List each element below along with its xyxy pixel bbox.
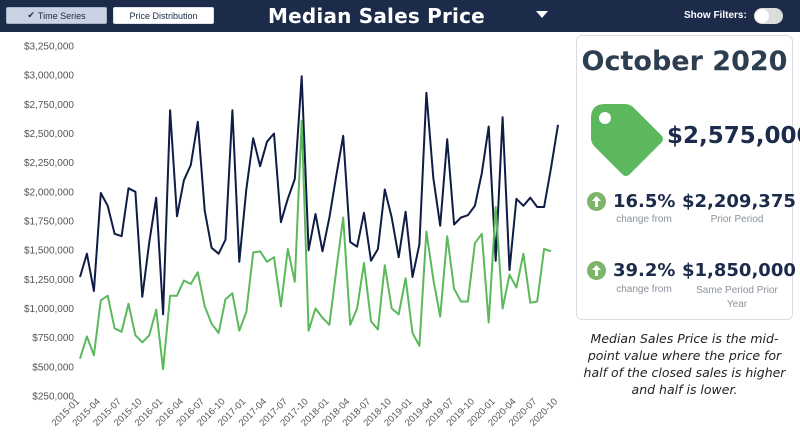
same-period-pct: 39.2% [613, 260, 676, 281]
show-filters-toggle[interactable] [754, 8, 783, 24]
y-tick-label: $500,000 [32, 362, 74, 373]
kpi-main-value: $2,575,000 [667, 123, 800, 149]
y-tick-label: $2,000,000 [24, 187, 74, 198]
y-tick-label: $1,500,000 [24, 246, 74, 257]
y-tick-label: $2,250,000 [24, 158, 74, 169]
kpi-panel: October 2020 $2,575,000 16.5% change fro… [576, 35, 800, 320]
chevron-down-icon[interactable] [536, 11, 548, 18]
tab-price-distribution[interactable]: Price Distribution [113, 7, 214, 24]
y-tick-label: $1,250,000 [24, 275, 74, 286]
y-tick-label: $3,250,000 [24, 42, 74, 53]
y-tick-label: $250,000 [32, 392, 74, 403]
y-tick-label: $2,500,000 [24, 129, 74, 140]
same-period-value: $1,850,000 [682, 260, 796, 281]
prior-period-pct: 16.5% [613, 191, 676, 212]
series-line-green [79, 119, 552, 371]
tab-price-distribution-label: Price Distribution [129, 10, 198, 21]
y-tick-label: $1,000,000 [24, 304, 74, 315]
y-tick-label: $3,000,000 [24, 71, 74, 82]
y-tick-label: $2,750,000 [24, 100, 74, 111]
prior-period-change-label: change from [616, 214, 672, 225]
tab-time-series-label: Time Series [37, 10, 86, 21]
show-filters-label: Show Filters: [684, 10, 747, 21]
y-tick-label: $1,750,000 [24, 217, 74, 228]
same-period-label: Same Period Prior Year [696, 285, 778, 310]
y-tick-label: $750,000 [32, 333, 74, 344]
same-period-change-label: change from [616, 284, 672, 295]
arrow-up-icon [587, 261, 606, 280]
prior-period-value: $2,209,375 [682, 191, 796, 212]
page-title: Median Sales Price [268, 4, 485, 28]
series-line-navy [79, 75, 559, 316]
tab-time-series[interactable]: ✔ Time Series [6, 7, 107, 24]
check-icon: ✔ [27, 10, 35, 20]
kpi-period: October 2020 [581, 46, 788, 77]
price-tag-icon [591, 104, 663, 176]
toggle-knob [755, 9, 769, 23]
arrow-up-icon [587, 192, 606, 211]
median-price-line-chart: $250,000 $500,000 $750,000 $1,000,000 $1,250… [24, 42, 560, 429]
prior-period-label: Prior Period [710, 214, 764, 225]
metric-description: Median Sales Price is the mid-point valu… [583, 331, 786, 397]
header-bar: ✔ Time Series Price Distribution Median … [0, 0, 800, 32]
